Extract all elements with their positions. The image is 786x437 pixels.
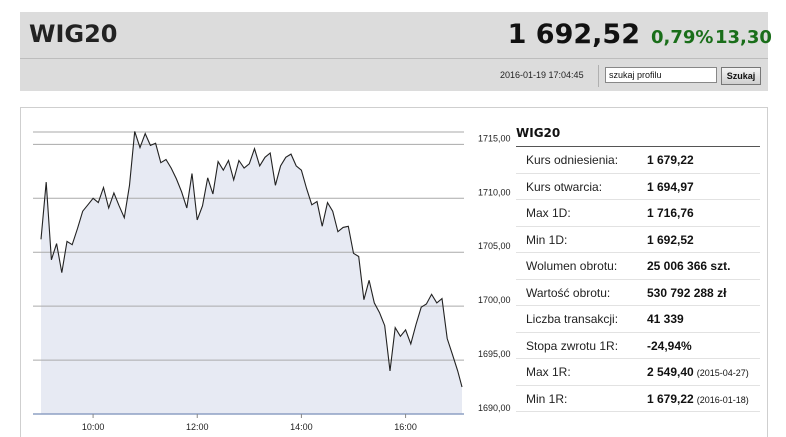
y-tick-label: 1690,00 [478, 403, 511, 413]
stat-value: 1 716,76 [647, 200, 694, 226]
stats-table: WIG20 Kurs odniesienia: 1 679,22 Kurs otwa… [516, 120, 760, 412]
x-tick-label: 12:00 [186, 422, 209, 432]
y-tick-label: 1705,00 [478, 241, 511, 251]
stats-row: Kurs otwarcia: 1 694,97 [516, 174, 760, 200]
index-price: 1 692,52 [507, 19, 640, 50]
y-tick-label: 1695,00 [478, 349, 511, 359]
stat-value: 1 692,52 [647, 227, 694, 253]
stats-row: Stopa zwrotu 1R: -24,94% [516, 333, 760, 359]
quote-header: WIG20 1 692,52 0,79% 13,30 2016-01-19 17… [20, 12, 772, 91]
stat-value: 41 339 [647, 306, 684, 332]
stat-value-text: 41 339 [647, 312, 684, 326]
stat-date: (2016-01-18) [696, 394, 749, 405]
stat-label: Wolumen obrotu: [526, 259, 618, 273]
stat-value: 530 792 288 zł [647, 280, 726, 306]
stat-label: Stopa zwrotu 1R: [526, 338, 619, 353]
stat-value: 2 549,40 (2015-04-27) [647, 359, 749, 386]
stat-label: Kurs otwarcia: [526, 179, 603, 194]
stat-value-text: -24,94% [647, 338, 692, 353]
y-tick-label: 1710,00 [478, 187, 511, 197]
stat-label: Min 1R: [526, 391, 568, 406]
change-percent: 0,79% [651, 27, 714, 48]
stat-date: (2015-04-27) [696, 368, 749, 378]
stats-row: Wolumen obrotu: 25 006 366 szt. [516, 253, 760, 280]
y-tick-label: 1715,00 [478, 133, 511, 143]
profile-search-input[interactable] [605, 67, 717, 83]
stat-label: Max 1D: [526, 206, 571, 220]
stat-value-text: 1 692,52 [647, 232, 694, 247]
header-divider [20, 58, 768, 59]
x-tick-label: 14:00 [290, 422, 313, 432]
search-button[interactable]: Szukaj [721, 67, 761, 85]
toolbar-separator [598, 65, 599, 87]
stats-row: Kurs odniesienia: 1 679,22 [516, 147, 760, 174]
index-title: WIG20 [29, 20, 118, 48]
stat-value: 1 679,22 [647, 147, 694, 173]
y-tick-label: 1700,00 [478, 295, 511, 305]
stat-value: -24,94% [647, 333, 692, 359]
stat-value: 1 694,97 [647, 174, 694, 200]
chart-panel: 1715,00 1710,00 1705,00 1700,00 1695,00 1690,… [20, 107, 768, 437]
stats-row: Min 1R: 1 679,22 (2016-01-18) [516, 386, 760, 413]
stat-value-text: 1 716,76 [647, 206, 694, 220]
stats-row: Max 1R: 2 549,40 (2015-04-27) [516, 359, 760, 386]
stat-value: 1 679,22 (2016-01-18) [647, 386, 749, 413]
stats-title: WIG20 [516, 120, 760, 147]
stat-value-text: 2 549,40 [647, 365, 694, 379]
stat-label: Min 1D: [526, 232, 568, 247]
stat-value-text: 530 792 288 zł [647, 285, 727, 300]
stat-value-text: 1 679,22 [647, 391, 694, 406]
stats-row: Liczba transakcji: 41 339 [516, 306, 760, 333]
quote-timestamp: 2016-01-19 17:04:45 [500, 70, 584, 80]
stat-label: Kurs odniesienia: [526, 153, 619, 167]
price-area [41, 131, 462, 414]
x-tick-label: 16:00 [394, 422, 417, 432]
stats-row: Min 1D: 1 692,52 [516, 227, 760, 253]
stat-label: Wartość obrotu: [526, 285, 611, 300]
stats-row: Wartość obrotu: 530 792 288 zł [516, 280, 760, 306]
change-absolute: 13,30 [715, 27, 772, 48]
stat-value: 25 006 366 szt. [647, 253, 730, 279]
stat-label: Max 1R: [526, 365, 571, 379]
stat-value-text: 1 679,22 [647, 153, 694, 167]
x-tick-label: 10:00 [82, 422, 105, 432]
intraday-chart: 1715,00 1710,00 1705,00 1700,00 1695,00 1690,… [33, 131, 511, 432]
price-line [40, 131, 463, 388]
stat-value-text: 1 694,97 [647, 179, 694, 194]
stat-value-text: 25 006 366 szt. [647, 259, 731, 273]
stat-label: Liczba transakcji: [526, 312, 619, 326]
stats-row: Max 1D: 1 716,76 [516, 200, 760, 227]
